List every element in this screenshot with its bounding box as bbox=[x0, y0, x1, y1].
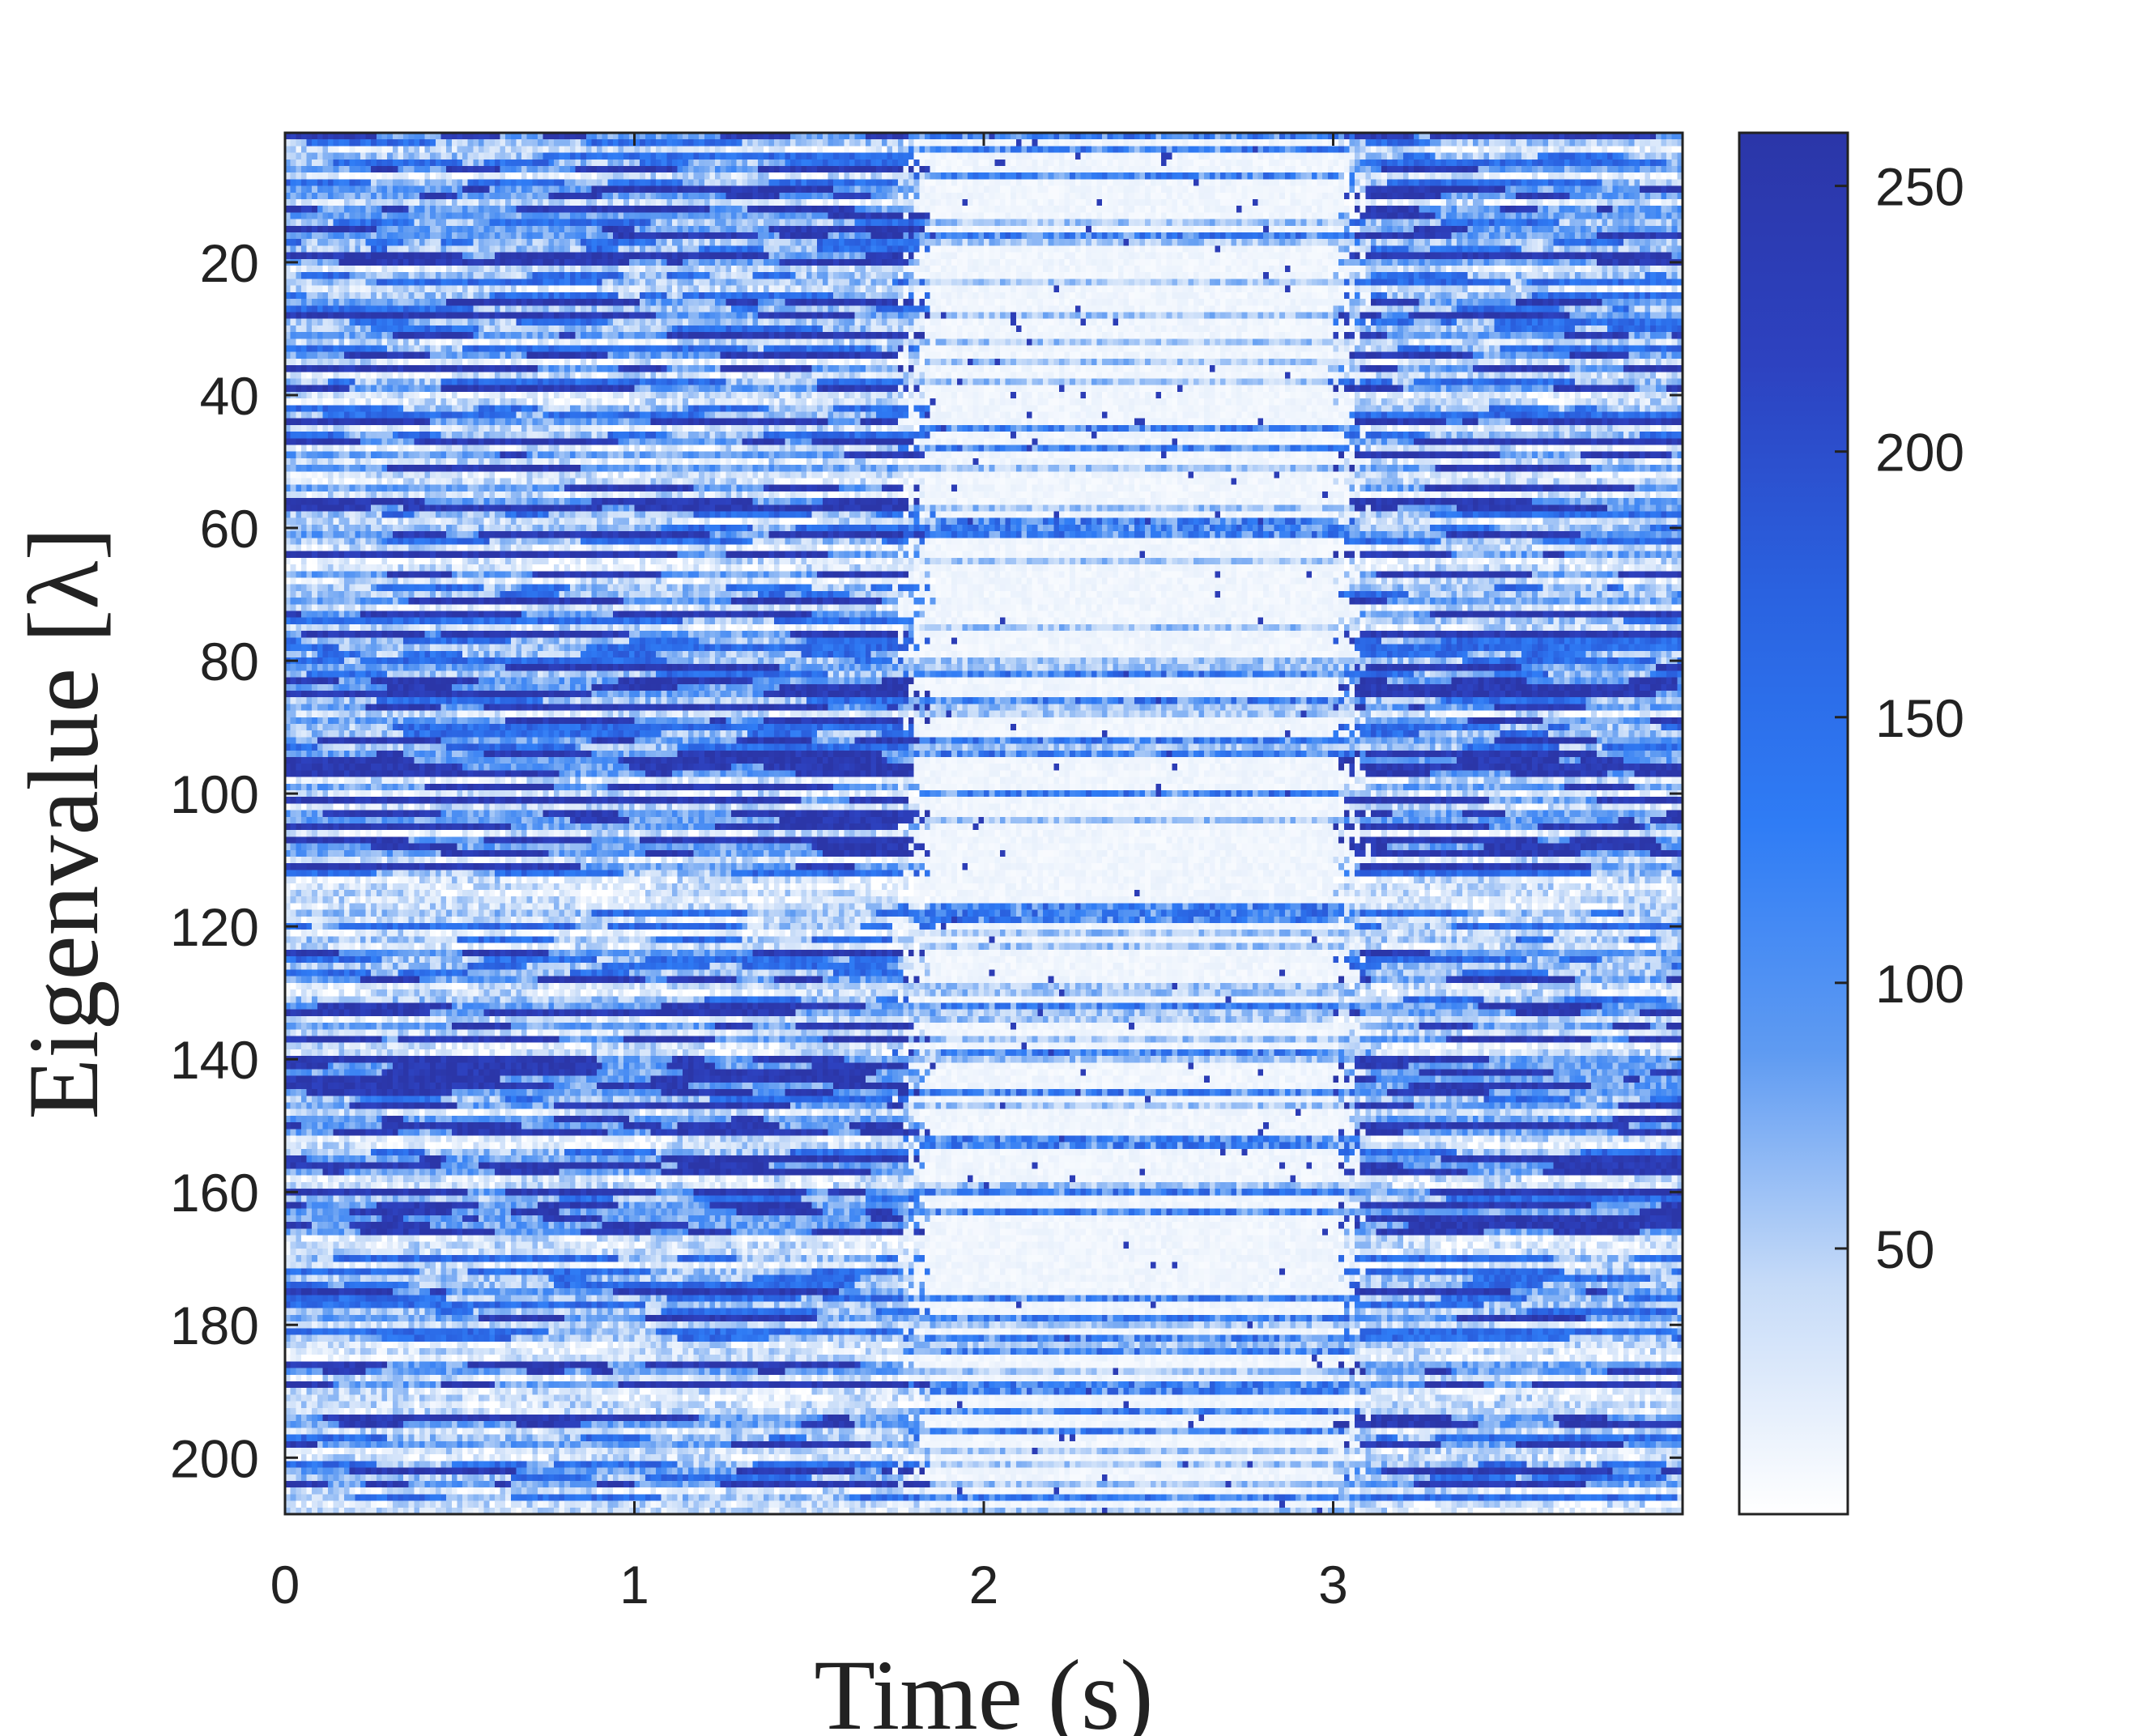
x-tick-label: 2 bbox=[969, 1555, 999, 1615]
y-tick-label: 120 bbox=[170, 897, 259, 957]
x-axis-ticks: 0 1 2 3 bbox=[270, 133, 1348, 1615]
heatmap-image bbox=[285, 133, 1683, 1514]
colorbar-tick-label: 250 bbox=[1875, 157, 1964, 217]
x-tick-label: 0 bbox=[270, 1555, 300, 1615]
colorbar: 50 100 150 200 250 bbox=[1738, 131, 1964, 1516]
y-tick-label: 60 bbox=[200, 499, 259, 559]
y-tick-label: 140 bbox=[170, 1030, 259, 1090]
y-tick-label: 200 bbox=[170, 1428, 259, 1488]
y-tick-label: 80 bbox=[200, 632, 259, 691]
x-axis-title: Time (s) bbox=[814, 1640, 1153, 1736]
colorbar-fill bbox=[1739, 133, 1848, 1514]
y-tick-label: 20 bbox=[200, 233, 259, 293]
heatmap-plot-area: 0 1 2 3 20 40 60 80 100 120 140 160 180 200 bbox=[170, 131, 1684, 1615]
y-axis-title: Eigenvalue [λ] bbox=[8, 527, 119, 1119]
x-tick-label: 1 bbox=[619, 1555, 649, 1615]
colorbar-tick-label: 50 bbox=[1875, 1219, 1934, 1279]
y-tick-label: 160 bbox=[170, 1163, 259, 1223]
y-tick-label: 40 bbox=[200, 366, 259, 426]
y-axis-ticks: 20 40 60 80 100 120 140 160 180 200 bbox=[170, 233, 1683, 1488]
colorbar-tick-label: 100 bbox=[1875, 954, 1964, 1014]
y-tick-label: 180 bbox=[170, 1296, 259, 1355]
colorbar-ticks: 50 100 150 200 250 bbox=[1835, 157, 1964, 1279]
x-tick-label: 3 bbox=[1318, 1555, 1348, 1615]
y-tick-label: 100 bbox=[170, 764, 259, 824]
colorbar-frame bbox=[1738, 131, 1849, 1516]
colorbar-tick-label: 150 bbox=[1875, 688, 1964, 748]
colorbar-tick-label: 200 bbox=[1875, 423, 1964, 483]
